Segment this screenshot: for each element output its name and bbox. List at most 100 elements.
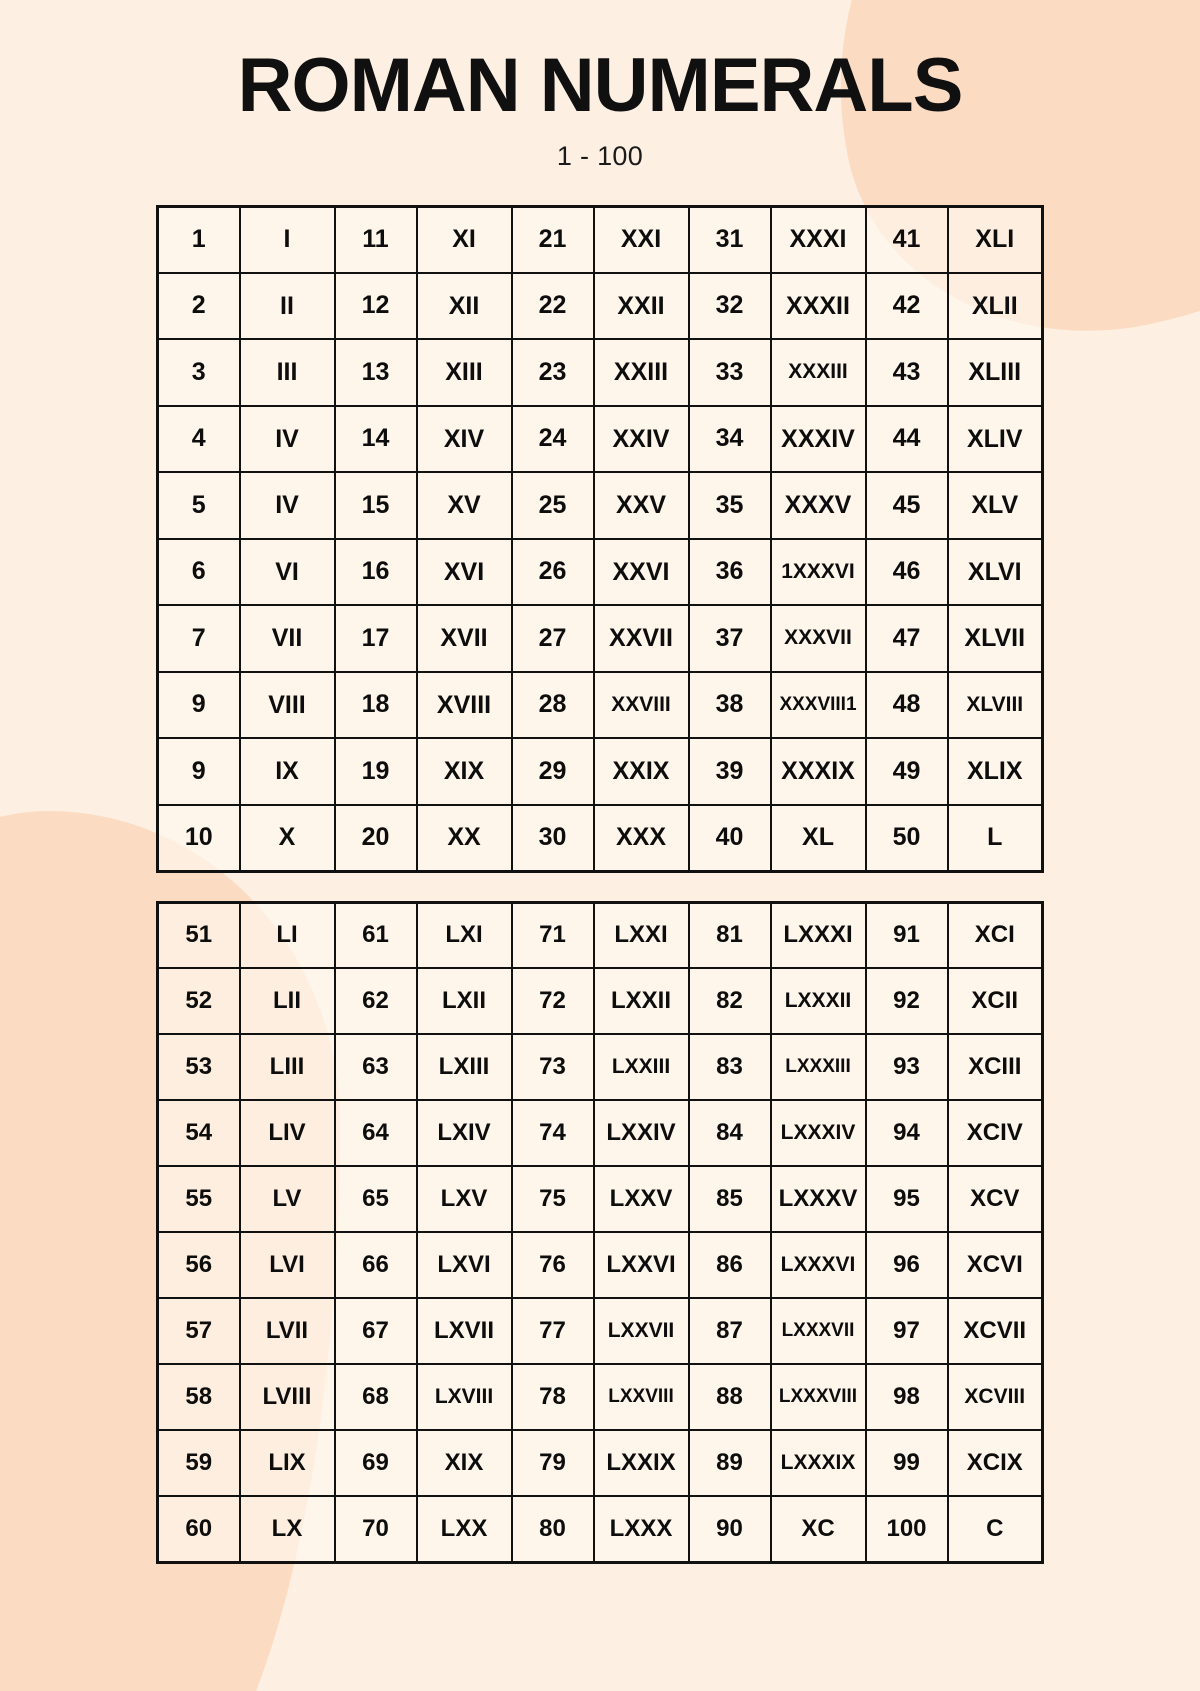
arabic-number-cell: 50 [864,803,949,873]
arabic-number-cell: 82 [687,967,772,1036]
table-row: 54 LIV 64 LXIV 74 LXXIV 84 LXXXIV 94 XCIV [156,1099,1044,1168]
roman-numeral-cell: IV [238,471,336,540]
arabic-number-cell: 29 [510,737,595,806]
roman-numeral-cell: XVII [415,604,513,673]
arabic-number-cell: 1 [156,205,241,274]
roman-numeral-cell: XXXVIII1 [769,670,867,740]
arabic-number-cell: 95 [864,1165,949,1234]
table-row: 9 VIII 18 XVIII 28 XXVIII 38 XXXVIII1 48 XLVIII [156,670,1044,740]
table-row: 1 I 11 XI 21 XXI 31 XXXI 41 XLI [156,205,1044,274]
roman-numeral-cell: LXVIII [415,1363,513,1432]
arabic-number-cell: 48 [864,670,949,740]
roman-numeral-cell: XXXIX [769,737,867,806]
arabic-number-cell: 24 [510,404,595,474]
arabic-number-cell: 67 [333,1297,418,1366]
roman-numeral-cell: XXV [592,471,690,540]
arabic-number-cell: 79 [510,1429,595,1498]
arabic-number-cell: 86 [687,1231,772,1300]
arabic-number-cell: 54 [156,1099,241,1168]
arabic-number-cell: 5 [156,471,241,540]
table-row: 9 IX 19 XIX 29 XXIX 39 XXXIX 49 XLIX [156,737,1044,806]
roman-numeral-cell: LXXXVIII [769,1363,867,1432]
roman-numeral-cell: VI [238,537,336,607]
arabic-number-cell: 32 [687,271,772,341]
roman-numeral-cell: XXX [592,803,690,873]
table-row: 3 III 13 XIII 23 XXIII 33 XXXIII 43 XLIII [156,338,1044,407]
arabic-number-cell: 39 [687,737,772,806]
table-row: 4 IV 14 XIV 24 XXIV 34 XXXIV 44 XLIV [156,404,1044,474]
arabic-number-cell: 92 [864,967,949,1036]
roman-numeral-cell: XLVI [946,537,1044,607]
roman-numeral-cell: LX [238,1495,336,1564]
arabic-number-cell: 23 [510,338,595,407]
roman-numeral-cell: XIX [415,1429,513,1498]
roman-numeral-cell: XCVI [946,1231,1044,1300]
roman-numeral-cell: LXXXVII [769,1297,867,1366]
table-row: 51 LI 61 LXI 71 LXXI 81 LXXXI 91 XCI [156,901,1044,970]
roman-numeral-cell: LIII [238,1033,336,1102]
arabic-number-cell: 91 [864,901,949,970]
roman-numeral-cell: XXXII [769,271,867,341]
roman-numeral-cell: LXXIV [592,1099,690,1168]
table-1-body: 1 I 11 XI 21 XXI 31 XXXI 41 XLI 2 II 12 XII 22 XXII 32 XX… [156,205,1044,873]
table-row: 57 LVII 67 LXVII 77 LXXVII 87 LXXXVII 97 XCVII [156,1297,1044,1366]
arabic-number-cell: 44 [864,404,949,474]
table-row: 58 LVIII 68 LXVIII 78 LXXVIII 88 LXXXVIII 98 XCVI… [156,1363,1044,1432]
roman-numeral-cell: XXXI [769,205,867,274]
roman-numeral-cell: X [238,803,336,873]
arabic-number-cell: 37 [687,604,772,673]
table-row: 2 II 12 XII 22 XXII 32 XXXII 42 XLII [156,271,1044,341]
roman-numeral-cell: LXI [415,901,513,970]
arabic-number-cell: 35 [687,471,772,540]
arabic-number-cell: 43 [864,338,949,407]
roman-numeral-cell: XC [769,1495,867,1564]
roman-numeral-cell: LXXIII [592,1033,690,1102]
arabic-number-cell: 26 [510,537,595,607]
roman-numeral-cell: LV [238,1165,336,1234]
arabic-number-cell: 33 [687,338,772,407]
arabic-number-cell: 3 [156,338,241,407]
arabic-number-cell: 7 [156,604,241,673]
arabic-number-cell: 59 [156,1429,241,1498]
roman-numeral-cell: LIV [238,1099,336,1168]
table-row: 59 LIX 69 XIX 79 LXXIX 89 LXXXIX 99 XCIX [156,1429,1044,1498]
arabic-number-cell: 40 [687,803,772,873]
arabic-number-cell: 100 [864,1495,949,1564]
arabic-number-cell: 49 [864,737,949,806]
arabic-number-cell: 11 [333,205,418,274]
roman-numeral-cell: XXXIV [769,404,867,474]
table-row: 56 LVI 66 LXVI 76 LXXVI 86 LXXXVI 96 XCVI [156,1231,1044,1300]
arabic-number-cell: 52 [156,967,241,1036]
arabic-number-cell: 31 [687,205,772,274]
arabic-number-cell: 58 [156,1363,241,1432]
arabic-number-cell: 14 [333,404,418,474]
roman-numeral-cell: XIV [415,404,513,474]
arabic-number-cell: 98 [864,1363,949,1432]
arabic-number-cell: 17 [333,604,418,673]
page-header: ROMAN NUMERALS 1 - 100 [0,0,1200,172]
table-row: 52 LII 62 LXII 72 LXXII 82 LXXXII 92 XCII [156,967,1044,1036]
roman-numeral-cell: IV [238,404,336,474]
roman-numeral-cell: XXIX [592,737,690,806]
arabic-number-cell: 15 [333,471,418,540]
arabic-number-cell: 45 [864,471,949,540]
roman-numeral-cell: LXXX [592,1495,690,1564]
roman-numeral-cell: LXXXV [769,1165,867,1234]
arabic-number-cell: 51 [156,901,241,970]
arabic-number-cell: 36 [687,537,772,607]
roman-numeral-cell: XCV [946,1165,1044,1234]
arabic-number-cell: 84 [687,1099,772,1168]
arabic-number-cell: 83 [687,1033,772,1102]
arabic-number-cell: 65 [333,1165,418,1234]
roman-numeral-cell: LXXXIX [769,1429,867,1498]
arabic-number-cell: 85 [687,1165,772,1234]
arabic-number-cell: 94 [864,1099,949,1168]
roman-numeral-cell: XLVIII [946,670,1044,740]
roman-numeral-cell: II [238,271,336,341]
arabic-number-cell: 22 [510,271,595,341]
arabic-number-cell: 72 [510,967,595,1036]
arabic-number-cell: 71 [510,901,595,970]
arabic-number-cell: 81 [687,901,772,970]
table-wrapper-2: 51 LI 61 LXI 71 LXXI 81 LXXXI 91 XCI 52 LII 62 LXII 72… [156,900,1044,1564]
arabic-number-cell: 38 [687,670,772,740]
